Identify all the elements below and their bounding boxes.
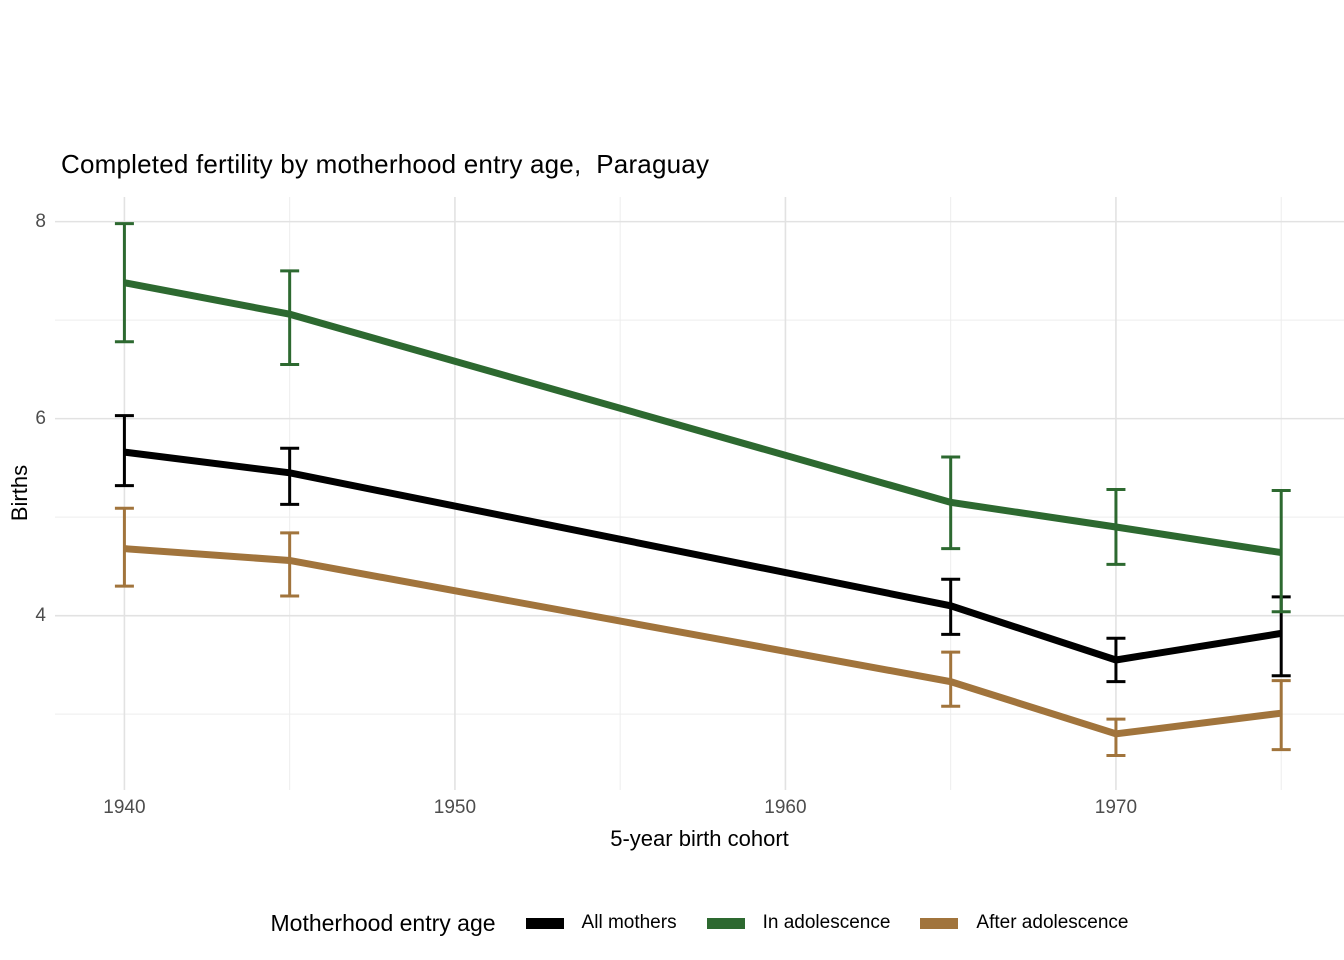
series-line-all-mothers [123, 448, 1282, 664]
legend-item-label: After adolescence [976, 912, 1129, 933]
x-tick-label: 1940 [103, 797, 146, 818]
y-axis-title: Births [7, 464, 32, 522]
y-tick-label: 4 [35, 604, 46, 626]
legend-title: Motherhood entry age [270, 909, 496, 936]
x-tick-label: 1960 [764, 797, 807, 818]
y-tick-label: 6 [35, 407, 46, 429]
legend-key-swatch [706, 917, 745, 929]
y-tick-label: 8 [35, 210, 46, 232]
series-line-in-adolescence [123, 279, 1282, 557]
x-axis-title: 5-year birth cohort [610, 826, 789, 851]
legend-item: In adolescence [706, 912, 891, 934]
x-tick-label: 1950 [433, 797, 477, 818]
legend-item: After adolescence [920, 912, 1129, 934]
series-line-after-adolescence [124, 545, 1282, 738]
legend-item-label: In adolescence [762, 912, 891, 933]
legend-key-swatch [525, 917, 564, 929]
legend: Motherhood entry age All mothers In adole… [55, 898, 1344, 948]
legend-items: All mothers In adolescence After adolescen… [525, 912, 1129, 934]
chart-title: Completed fertility by motherhood entry … [61, 149, 710, 179]
legend-item-label: All mothers [581, 912, 677, 933]
legend-key-swatch [920, 917, 959, 929]
x-tick-label: 1970 [1094, 797, 1138, 818]
legend-item: All mothers [525, 912, 677, 934]
